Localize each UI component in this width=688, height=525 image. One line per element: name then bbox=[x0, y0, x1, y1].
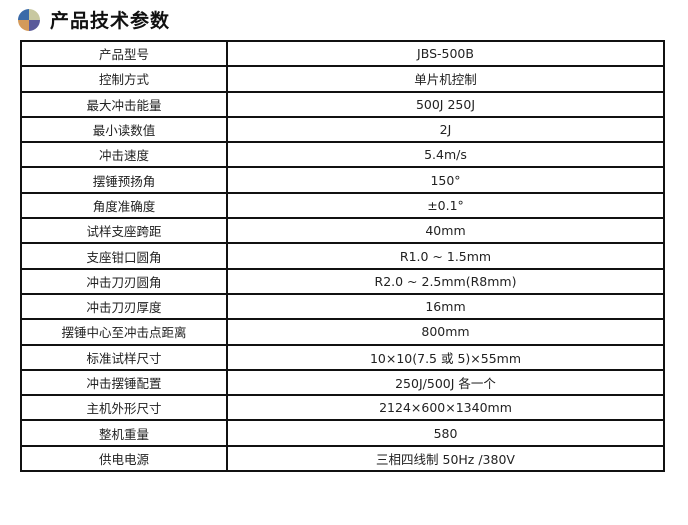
section-title: 产品技术参数 bbox=[50, 10, 171, 32]
table-row: 摆锤预扬角 150° bbox=[20, 166, 665, 194]
param-label: 摆锤中心至冲击点距离 bbox=[20, 318, 228, 346]
table-row: 试样支座跨距 40mm bbox=[20, 217, 665, 245]
param-label: 最大冲击能量 bbox=[20, 90, 228, 118]
param-value: 10×10(7.5 或 5)×55mm bbox=[226, 343, 665, 371]
table-row: 冲击刀刃圆角 R2.0 ~ 2.5mm(R8mm) bbox=[20, 267, 665, 295]
param-label: 冲击刀刃厚度 bbox=[20, 292, 228, 321]
icon-quadrant bbox=[29, 19, 40, 31]
param-value: JBS-500B bbox=[226, 39, 665, 68]
param-label: 控制方式 bbox=[20, 65, 228, 93]
table-row: 冲击刀刃厚度 16mm bbox=[20, 292, 665, 321]
table-row: 冲击摆锤配置 250J/500J 各一个 bbox=[20, 368, 665, 397]
param-value: 800mm bbox=[226, 318, 665, 346]
param-value: 5.4m/s bbox=[226, 141, 665, 169]
table-row: 最小读数值 2J bbox=[20, 115, 665, 144]
table-row: 标准试样尺寸 10×10(7.5 或 5)×55mm bbox=[20, 343, 665, 371]
table-row: 整机重量 580 bbox=[20, 419, 665, 447]
param-value: 单片机控制 bbox=[226, 65, 665, 93]
param-value: 250J/500J 各一个 bbox=[226, 368, 665, 397]
param-label: 摆锤预扬角 bbox=[20, 166, 228, 194]
icon-quadrant bbox=[18, 19, 29, 31]
section-header: 产品技术参数 bbox=[18, 6, 170, 33]
param-label: 冲击摆锤配置 bbox=[20, 368, 228, 397]
table-row: 角度准确度 ±0.1° bbox=[20, 191, 665, 220]
param-value: 500J 250J bbox=[226, 90, 665, 118]
table-row: 供电电源 三相四线制 50Hz /380V bbox=[20, 444, 665, 473]
icon-quadrant bbox=[29, 8, 40, 20]
table-row: 控制方式 单片机控制 bbox=[20, 65, 665, 93]
param-value: 三相四线制 50Hz /380V bbox=[226, 444, 665, 473]
param-label: 产品型号 bbox=[20, 39, 228, 68]
param-label: 支座钳口圆角 bbox=[20, 242, 228, 270]
table-row: 主机外形尺寸 2124×600×1340mm bbox=[20, 394, 665, 422]
param-value: 150° bbox=[226, 166, 665, 194]
param-label: 角度准确度 bbox=[20, 191, 228, 220]
param-value: 16mm bbox=[226, 292, 665, 321]
param-label: 整机重量 bbox=[20, 419, 228, 447]
param-label: 试样支座跨距 bbox=[20, 217, 228, 245]
icon-quadrant bbox=[18, 8, 29, 20]
table-row: 最大冲击能量 500J 250J bbox=[20, 90, 665, 118]
param-label: 主机外形尺寸 bbox=[20, 394, 228, 422]
param-value: R2.0 ~ 2.5mm(R8mm) bbox=[226, 267, 665, 295]
spec-table: 产品型号 JBS-500B 控制方式 单片机控制 最大冲击能量 500J 250J 最小读数… bbox=[20, 39, 665, 473]
table-row: 摆锤中心至冲击点距离 800mm bbox=[20, 318, 665, 346]
param-label: 冲击速度 bbox=[20, 141, 228, 169]
param-label: 冲击刀刃圆角 bbox=[20, 267, 228, 295]
param-value: ±0.1° bbox=[226, 191, 665, 220]
param-value: R1.0 ~ 1.5mm bbox=[226, 242, 665, 270]
param-value: 2124×600×1340mm bbox=[226, 394, 665, 422]
pie-ball-icon bbox=[18, 8, 40, 31]
param-label: 最小读数值 bbox=[20, 115, 228, 144]
table-row: 冲击速度 5.4m/s bbox=[20, 141, 665, 169]
param-value: 2J bbox=[226, 115, 665, 144]
table-row: 支座钳口圆角 R1.0 ~ 1.5mm bbox=[20, 242, 665, 270]
param-label: 供电电源 bbox=[20, 444, 228, 473]
table-row: 产品型号 JBS-500B bbox=[20, 39, 665, 68]
param-value: 40mm bbox=[226, 217, 665, 245]
param-label: 标准试样尺寸 bbox=[20, 343, 228, 371]
param-value: 580 bbox=[226, 419, 665, 447]
